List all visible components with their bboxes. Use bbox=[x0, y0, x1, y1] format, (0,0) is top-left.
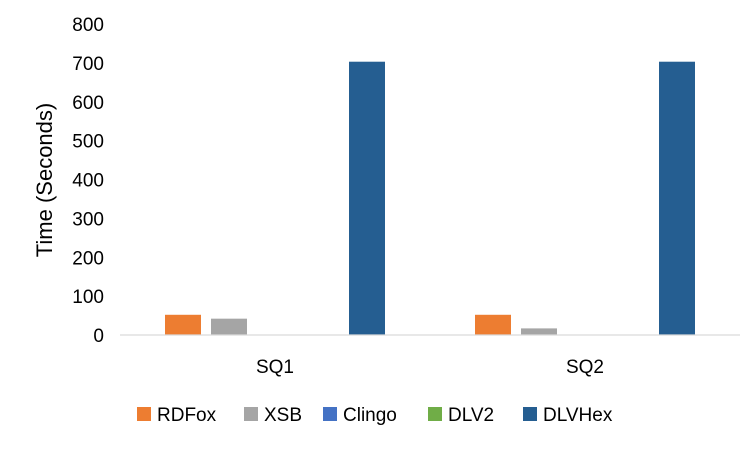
legend-swatch bbox=[323, 407, 337, 421]
legend-swatch bbox=[523, 407, 537, 421]
y-axis: 0 100 200 300 400 500 600 700 800 bbox=[72, 15, 104, 347]
legend-item-dlv2: DLV2 bbox=[428, 405, 494, 426]
y-tick-label: 0 bbox=[93, 326, 104, 347]
y-tick-label: 500 bbox=[72, 132, 104, 153]
legend-label: DLV2 bbox=[448, 405, 494, 426]
legend-label: Clingo bbox=[343, 405, 397, 426]
y-tick-label: 100 bbox=[72, 287, 104, 308]
x-axis-categories: SQ1 SQ2 bbox=[256, 357, 604, 378]
legend-swatch bbox=[137, 407, 151, 421]
y-tick-label: 700 bbox=[72, 54, 104, 75]
y-axis-label: Time (Seconds) bbox=[32, 103, 57, 257]
legend-item-xsb: XSB bbox=[244, 405, 302, 426]
y-tick-label: 600 bbox=[72, 93, 104, 114]
legend-swatch bbox=[244, 407, 258, 421]
legend-label: RDFox bbox=[157, 405, 217, 426]
legend-label: DLVHex bbox=[543, 405, 613, 426]
legend-label: XSB bbox=[264, 405, 302, 426]
legend: RDFox XSB Clingo DLV2 DLVHex bbox=[137, 405, 613, 426]
bar-dlvhex-sq2 bbox=[659, 61, 695, 336]
x-category-label: SQ1 bbox=[256, 357, 294, 378]
x-category-label: SQ2 bbox=[566, 357, 604, 378]
bar-xsb-sq2 bbox=[521, 328, 557, 335]
bar-dlvhex-sq1 bbox=[349, 61, 385, 336]
bar-rdfox-sq1 bbox=[165, 314, 201, 335]
y-tick-label: 300 bbox=[72, 209, 104, 230]
y-tick-label: 200 bbox=[72, 248, 104, 269]
legend-swatch bbox=[428, 407, 442, 421]
legend-item-clingo: Clingo bbox=[323, 405, 397, 426]
legend-item-rdfox: RDFox bbox=[137, 405, 217, 426]
bar-xsb-sq1 bbox=[211, 318, 247, 335]
y-tick-label: 800 bbox=[72, 15, 104, 36]
legend-item-dlvhex: DLVHex bbox=[523, 405, 613, 426]
y-tick-label: 400 bbox=[72, 171, 104, 192]
bar-rdfox-sq2 bbox=[475, 314, 511, 335]
bars bbox=[165, 61, 695, 336]
